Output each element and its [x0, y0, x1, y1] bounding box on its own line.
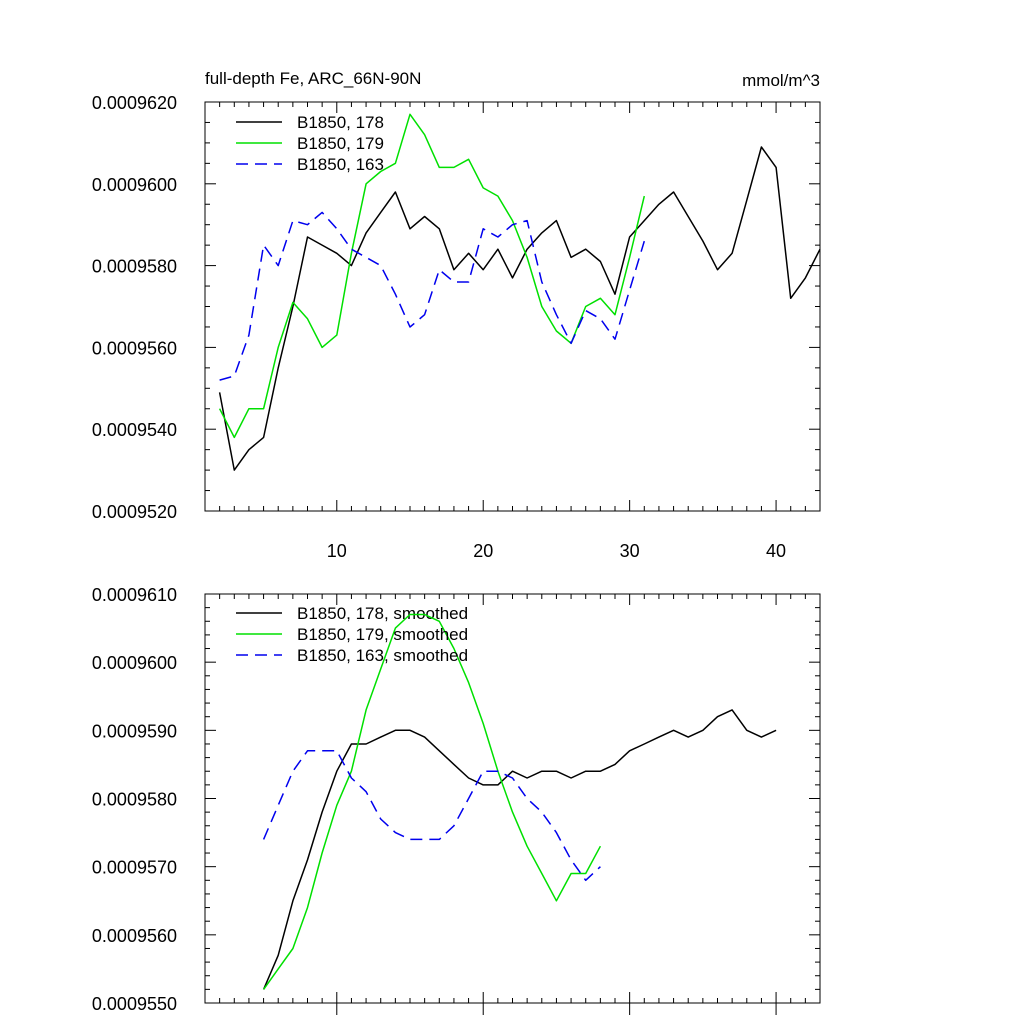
top-chart-title: full-depth Fe, ARC_66N-90N — [205, 69, 421, 88]
top-chart-units: mmol/m^3 — [742, 71, 820, 90]
top-series-line-3 — [219, 211, 646, 381]
top-y-tick-label: 0.0009520 — [92, 502, 177, 522]
top-y-tick-label: 0.0009560 — [92, 338, 177, 358]
top-legend-label-2: B1850, 179 — [297, 134, 384, 153]
bottom-legend-label-2: B1850, 179, smoothed — [297, 625, 468, 644]
bottom-y-tick-label: 0.0009570 — [92, 858, 177, 878]
top-legend-label-3: B1850, 163 — [297, 155, 384, 174]
top-legend-label-1: B1850, 178 — [297, 113, 384, 132]
top-y-tick-label: 0.0009600 — [92, 175, 177, 195]
bottom-y-tick-label: 0.0009600 — [92, 653, 177, 673]
top-y-tick-label: 0.0009540 — [92, 420, 177, 440]
bottom-legend-label-3: B1850, 163, smoothed — [297, 646, 468, 665]
top-x-tick-label: 10 — [327, 541, 347, 561]
bottom-y-tick-label: 0.0009590 — [92, 721, 177, 741]
bottom-chart: 0.0009550 0.0009560 0.0009570 0.0009580 0.00… — [92, 585, 821, 1015]
top-y-tick-label: 0.0009620 — [92, 93, 177, 113]
bottom-series-line-2 — [262, 613, 602, 990]
bottom-y-tick-label: 0.0009560 — [92, 926, 177, 946]
top-x-tick-label: 30 — [620, 541, 640, 561]
bottom-y-tick-label: 0.0009580 — [92, 790, 177, 810]
bottom-series-line-3 — [262, 750, 601, 882]
top-series-line-1 — [218, 146, 821, 471]
top-x-tick-label: 40 — [766, 541, 786, 561]
bottom-legend-label-1: B1850, 178, smoothed — [297, 604, 468, 623]
bottom-y-tick-label: 0.0009610 — [92, 585, 177, 605]
top-y-tick-label: 0.0009580 — [92, 257, 177, 277]
top-chart: full-depth Fe, ARC_66N-90N mmol/m^3 10 20… — [92, 69, 821, 561]
bottom-series-line-1 — [262, 709, 777, 990]
bottom-y-tick-label: 0.0009550 — [92, 994, 177, 1014]
top-series-line-2 — [218, 113, 646, 439]
top-x-tick-label: 20 — [473, 541, 493, 561]
